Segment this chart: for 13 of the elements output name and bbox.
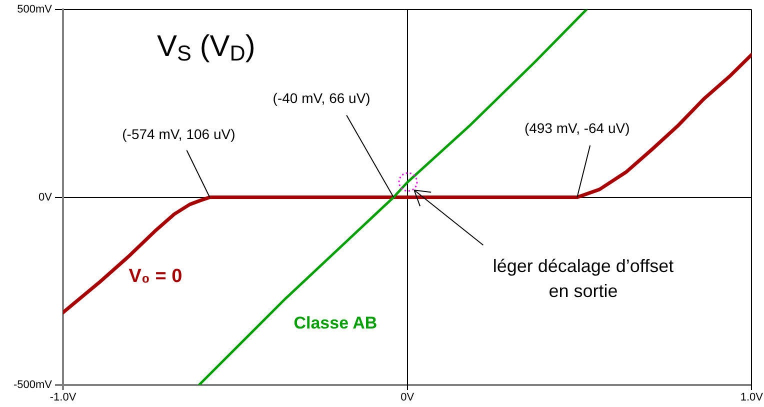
y-tick-label: 500mV — [17, 4, 53, 16]
x-tick-label: 0V — [400, 392, 415, 404]
annotation: (-574 mV, 106 uV) — [122, 126, 236, 142]
annotation: léger décalage d’offset en sortie — [492, 256, 674, 301]
y-tick-label: 0V — [38, 191, 53, 204]
y-tick-label: -500mV — [13, 379, 53, 392]
x-tick-label: 1.0V — [740, 392, 764, 404]
annotation: (-40 mV, 66 uV) — [272, 90, 370, 106]
series-label: V₀ = 0 — [128, 266, 182, 287]
text: V$_{S}$ (V$_{D}$) — [157, 30, 256, 66]
x-tick-label: -1.0V — [50, 392, 77, 404]
annotation: (493 mV, -64 uV) — [524, 120, 630, 136]
series-label: Classe AB — [294, 313, 378, 332]
